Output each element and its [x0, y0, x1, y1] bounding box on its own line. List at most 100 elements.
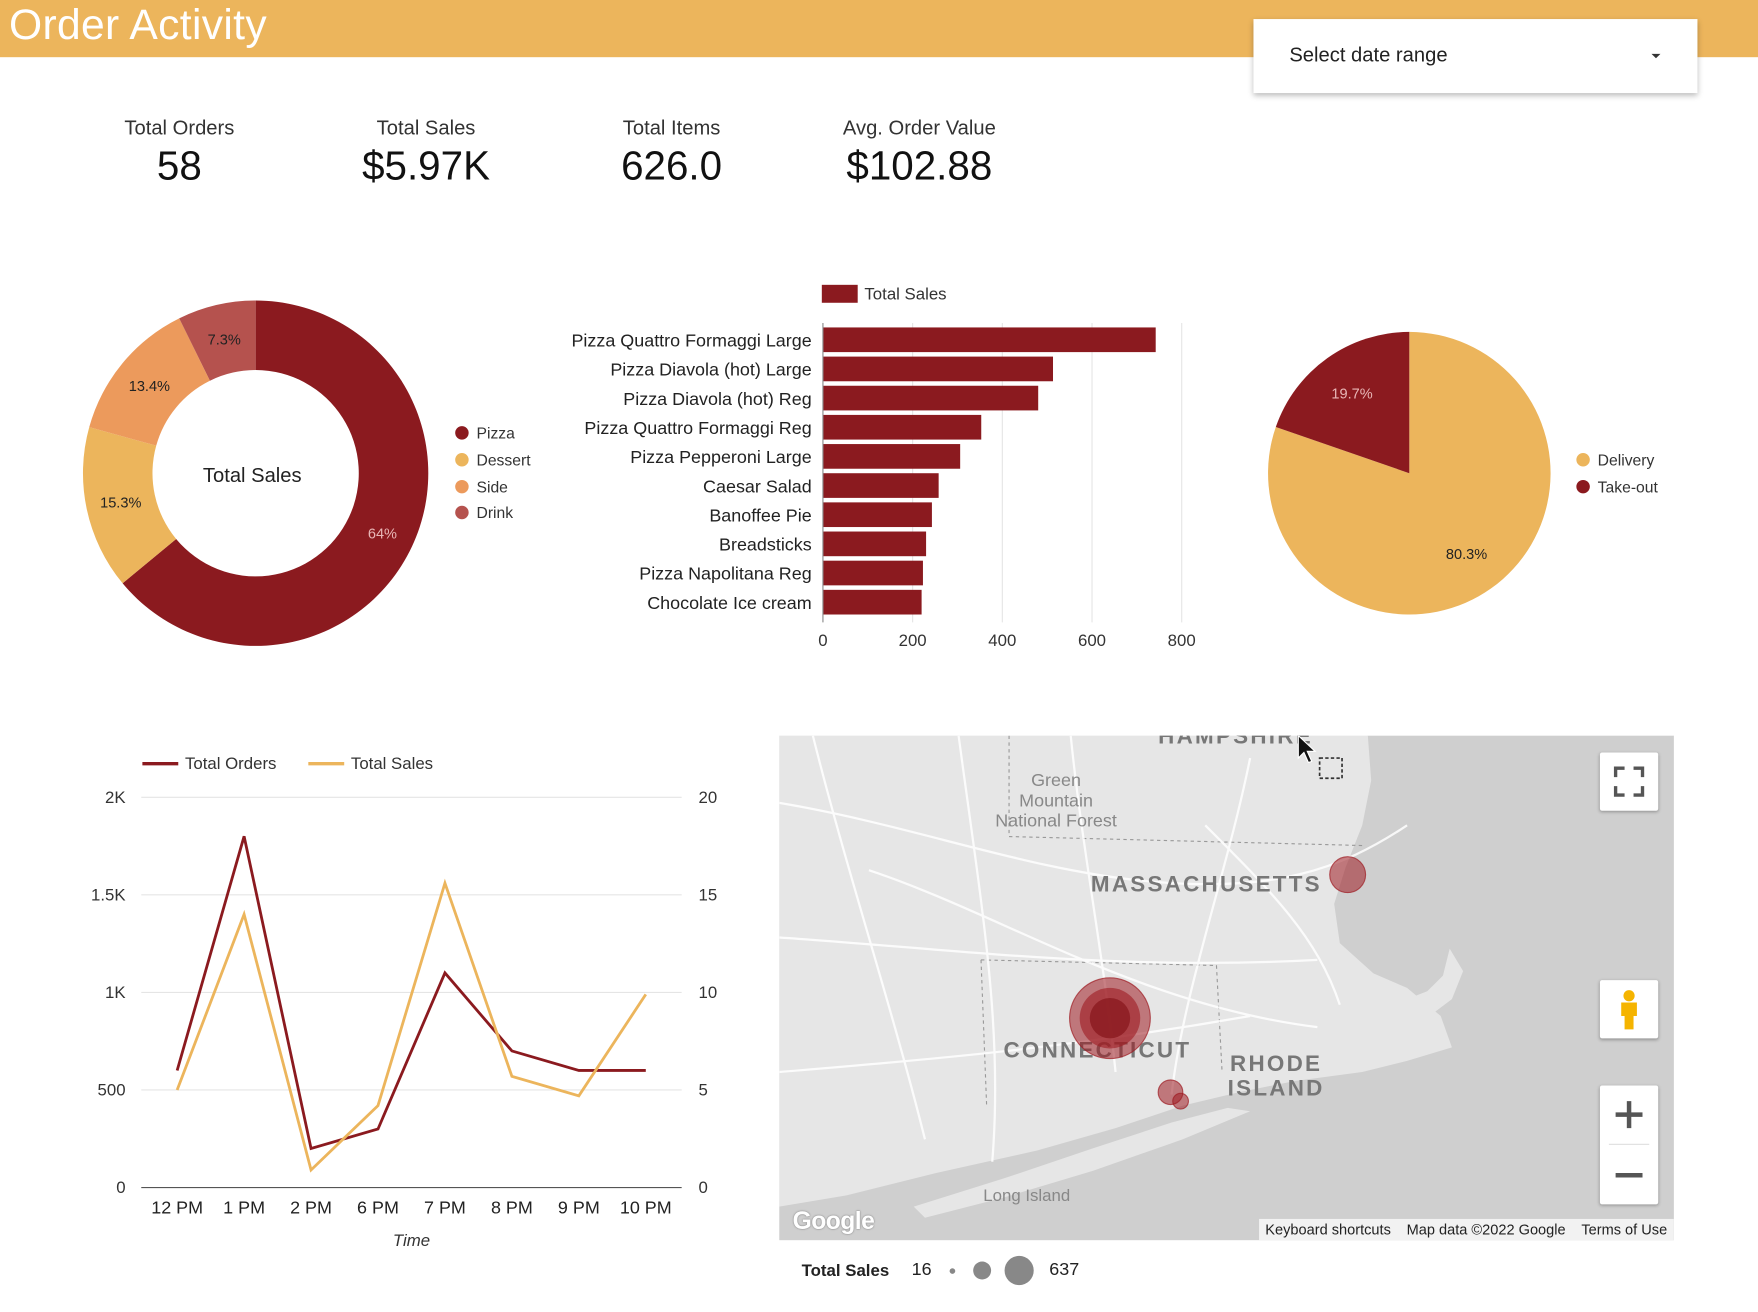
map-footer: Keyboard shortcuts Map data ©2022 Google… [1258, 1218, 1674, 1241]
donut-slice-pizza[interactable] [122, 300, 429, 646]
legend-item-pizza[interactable]: Pizza [455, 424, 515, 442]
keyboard-shortcuts-link[interactable]: Keyboard shortcuts [1265, 1221, 1391, 1238]
donut-slice-label: 7.3% [208, 333, 241, 349]
bar[interactable] [822, 444, 961, 469]
kpi-value: 626.0 [621, 142, 723, 189]
selection-box-icon [1318, 757, 1343, 780]
bar-x-tick-label: 0 [818, 631, 827, 650]
size-legend-title: Total Sales [801, 1260, 890, 1281]
fullscreen-icon [1613, 766, 1645, 797]
category-donut-chart: 64% 15.3% 13.4% 7.3% Total Sales [82, 300, 429, 646]
kpi-label: Total Sales [376, 116, 476, 140]
map-label-forest-line: Green [1031, 771, 1081, 791]
line-x-tick-label: 6 PM [357, 1197, 399, 1217]
state-border [1008, 735, 1363, 847]
line-legend-label: Total Sales [351, 754, 433, 773]
cape-cod [1407, 948, 1464, 1016]
legend-item-delivery[interactable]: Delivery [1576, 451, 1654, 469]
ocean-area [779, 735, 1674, 1241]
bar-category-label: Pizza Napolitana Reg [639, 564, 811, 584]
bar[interactable] [822, 589, 922, 615]
size-legend-dot-small [949, 1267, 956, 1274]
legend-label: Side [476, 477, 508, 496]
bar[interactable] [822, 356, 1054, 382]
road [868, 869, 1318, 1029]
hourly-line-chart: 0 500 1K 1.5K 2K 0 5 10 15 20 12 PM 1 PM 2 PM 6 PM 7 P… [91, 754, 717, 1250]
bar-legend-swatch [821, 284, 858, 303]
line-legend-label: Total Orders [185, 754, 276, 773]
map-bubble [1172, 1092, 1190, 1110]
bar-category-label: Pizza Diavola (hot) Reg [623, 389, 811, 409]
kpi-total-sales: Total Sales $5.97K [359, 117, 494, 190]
bar[interactable] [822, 560, 923, 586]
zoom-divider [1608, 1143, 1650, 1145]
legend-dot [455, 453, 469, 467]
line-y-right-tick-label: 15 [698, 885, 717, 904]
line-series-total-orders[interactable] [175, 835, 646, 1151]
donut-slice-drink[interactable] [179, 300, 256, 381]
zoom-controls [1599, 1085, 1659, 1205]
line-x-axis-title: Time [393, 1231, 430, 1250]
line-y-right-tick-label: 10 [698, 983, 717, 1002]
legend-item-side[interactable]: Side [455, 478, 508, 496]
donut-slice-label: 15.3% [100, 496, 141, 512]
street-view-button[interactable] [1599, 980, 1659, 1039]
legend-dot [455, 426, 469, 440]
google-logo: Google [792, 1206, 875, 1235]
kpi-label: Avg. Order Value [842, 116, 996, 140]
map-data-attribution: Map data ©2022 Google [1406, 1221, 1566, 1238]
size-legend-max: 637 [1049, 1260, 1080, 1280]
bar-x-tick-label: 200 [899, 631, 927, 650]
zoom-out-icon [1615, 1172, 1643, 1178]
bar-category-label: Pizza Pepperoni Large [630, 447, 811, 467]
bar[interactable] [822, 414, 982, 440]
legend-label: Pizza [476, 423, 515, 442]
bar[interactable] [822, 502, 932, 528]
bar-category-label: Pizza Diavola (hot) Large [610, 360, 811, 380]
legend-dot [1576, 453, 1590, 467]
line-y-right-tick-label: 0 [698, 1178, 707, 1197]
bar[interactable] [822, 385, 1039, 411]
map-label-ri-line: ISLAND [1227, 1076, 1325, 1102]
fullscreen-button[interactable] [1599, 752, 1659, 811]
date-range-label: Select date range [1289, 43, 1448, 67]
legend-item-dessert[interactable]: Dessert [455, 451, 531, 469]
bar[interactable] [822, 473, 939, 498]
pie-slice-take-out[interactable] [1275, 331, 1410, 474]
legend-item-take-out[interactable]: Take-out [1576, 478, 1658, 496]
bar[interactable] [822, 531, 927, 557]
bar-category-label: Chocolate Ice cream [647, 593, 812, 613]
size-legend-dot-large [1004, 1255, 1034, 1286]
legend-item-drink[interactable]: Drink [455, 503, 513, 521]
bar-x-tick-label: 600 [1078, 631, 1106, 650]
map-label-rhode-island: RHODE ISLAND [1228, 1052, 1325, 1101]
donut-slice-side[interactable] [89, 318, 210, 446]
legend-label: Delivery [1597, 450, 1655, 469]
map-label-long-island: Long Island [983, 1186, 1071, 1206]
pegman-icon [1621, 990, 1637, 1030]
donut-slice-dessert[interactable] [82, 427, 177, 584]
bar-category-label: Breadsticks [719, 535, 812, 555]
bar[interactable] [822, 327, 1156, 353]
bar-category-label: Banoffee Pie [709, 505, 811, 525]
line-y-left-tick-label: 500 [98, 1081, 126, 1100]
line-series-total-sales[interactable] [175, 878, 647, 1173]
page-title: Order Activity [8, 2, 267, 50]
kpi-total-orders: Total Orders 58 [123, 117, 235, 190]
line-y-left-tick-label: 0 [116, 1178, 125, 1197]
map-bubble [1089, 998, 1131, 1039]
bar-category-label: Caesar Salad [703, 476, 812, 496]
zoom-out-button[interactable] [1600, 1146, 1658, 1204]
sales-map[interactable]: Green Mountain National Forest HAMPSHIRE… [779, 735, 1674, 1241]
kpi-value: 58 [156, 142, 202, 189]
zoom-in-button[interactable] [1600, 1085, 1658, 1143]
date-range-select[interactable]: Select date range [1253, 19, 1698, 94]
line-x-tick-label: 2 PM [290, 1197, 332, 1217]
terms-of-use-link[interactable]: Terms of Use [1581, 1221, 1668, 1238]
chevron-down-icon [1651, 53, 1661, 59]
pie-slice-delivery[interactable] [1268, 331, 1551, 615]
line-y-right-tick-label: 5 [698, 1081, 707, 1100]
kpi-avg-order-value: Avg. Order Value $102.88 [839, 117, 1000, 190]
line-x-tick-label: 7 PM [424, 1197, 466, 1217]
donut-slice-label: 13.4% [129, 379, 170, 395]
